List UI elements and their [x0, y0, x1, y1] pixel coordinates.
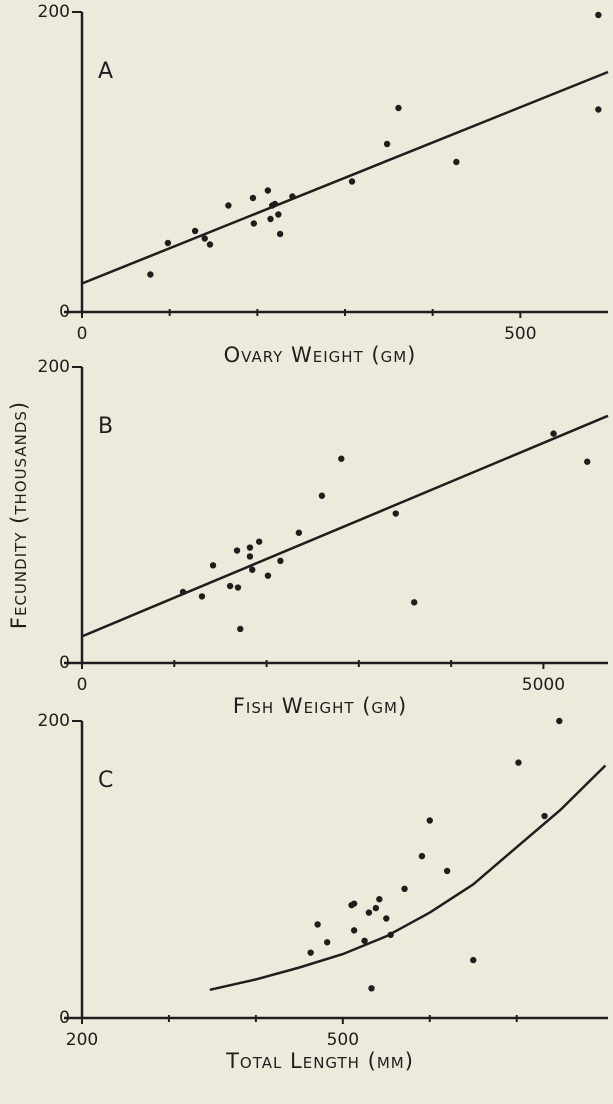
data-point — [584, 458, 591, 465]
x-tick-label: 0 — [77, 324, 88, 344]
data-point — [295, 529, 303, 536]
y-axis-label: Fecundity (thousands) — [7, 401, 31, 629]
y-tick-label: 0 — [59, 302, 70, 322]
data-point — [226, 582, 234, 590]
x-tick-label: 0 — [77, 675, 88, 695]
data-point — [392, 510, 399, 517]
panel-label: A — [98, 59, 113, 84]
data-point — [147, 271, 154, 278]
data-point — [550, 430, 557, 437]
data-point — [323, 939, 331, 946]
data-point — [401, 885, 408, 893]
data-point — [249, 566, 256, 573]
data-point — [443, 867, 451, 875]
data-point — [191, 227, 199, 235]
data-point — [246, 553, 254, 560]
data-point — [164, 239, 172, 247]
data-point — [276, 230, 284, 238]
data-point — [234, 584, 242, 591]
data-point — [348, 178, 356, 185]
data-point — [383, 915, 390, 922]
data-point — [201, 235, 208, 242]
data-point — [368, 985, 375, 992]
data-point — [595, 106, 602, 113]
y-tick-label: 200 — [38, 357, 70, 377]
data-point — [361, 937, 368, 944]
data-point — [515, 759, 522, 766]
y-tick-label: 0 — [59, 1008, 70, 1028]
data-point — [277, 557, 284, 565]
data-point — [470, 956, 477, 964]
data-point — [350, 927, 358, 934]
data-point — [249, 194, 257, 202]
data-point — [395, 104, 402, 112]
data-point — [418, 852, 426, 860]
data-point — [453, 158, 460, 166]
data-point — [198, 593, 206, 600]
fit-line — [209, 764, 607, 992]
data-point — [350, 900, 358, 907]
data-point — [255, 538, 263, 545]
x-tick-label: 500 — [504, 324, 536, 344]
data-point — [338, 455, 345, 462]
data-point — [365, 909, 373, 916]
data-point — [426, 817, 433, 824]
data-point — [314, 921, 321, 928]
data-point — [209, 562, 217, 569]
x-tick-label: 5000 — [522, 675, 565, 695]
data-point — [267, 215, 274, 223]
data-point — [246, 544, 254, 551]
data-point — [250, 220, 258, 227]
y-tick-label: 0 — [59, 653, 70, 673]
fit-line — [81, 70, 609, 285]
data-point — [318, 492, 326, 499]
data-point — [595, 11, 602, 19]
data-point — [206, 241, 214, 248]
data-point — [383, 140, 391, 148]
panel-label: C — [98, 768, 113, 793]
data-point — [372, 904, 380, 912]
data-point — [264, 572, 272, 579]
data-point — [275, 211, 282, 218]
y-tick-label: 200 — [38, 711, 70, 731]
data-point — [376, 896, 383, 903]
data-point — [556, 717, 563, 725]
x-axis-label: Ovary Weight (gm) — [224, 343, 417, 367]
y-tick-label: 200 — [38, 2, 70, 22]
data-point — [307, 949, 314, 956]
data-point — [541, 812, 548, 820]
x-axis-label: Total Length (mm) — [225, 1049, 414, 1073]
data-point — [411, 599, 418, 606]
data-point — [264, 187, 272, 194]
data-point — [237, 625, 244, 633]
x-axis-label: Fish Weight (gm) — [233, 694, 407, 718]
fit-line — [81, 414, 609, 638]
data-point — [233, 547, 241, 554]
x-tick-label: 500 — [327, 1030, 359, 1050]
data-point — [225, 202, 232, 209]
panel-label: B — [98, 414, 113, 439]
x-tick-label: 200 — [66, 1030, 98, 1050]
